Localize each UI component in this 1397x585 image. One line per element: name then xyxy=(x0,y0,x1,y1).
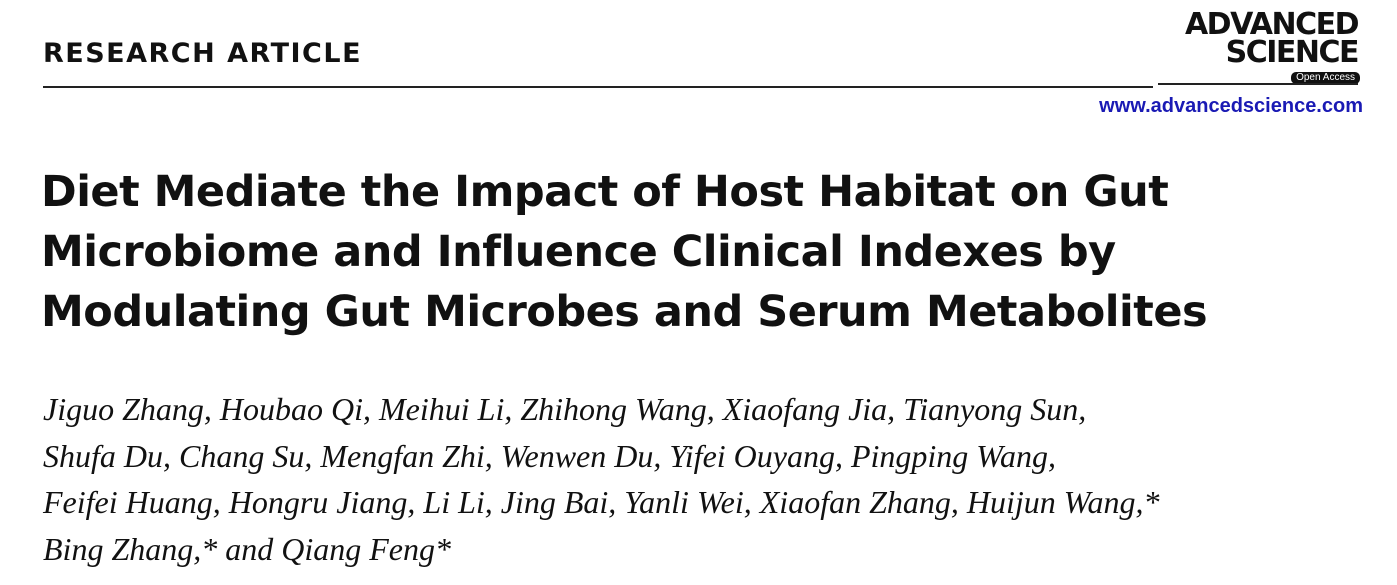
author-list: Jiguo Zhang, Houbao Qi, Meihui Li, Zhiho… xyxy=(43,386,1373,572)
author-line: Shufa Du, Chang Su, Mengfan Zhi, Wenwen … xyxy=(43,437,1057,474)
author-line: Jiguo Zhang, Houbao Qi, Meihui Li, Zhiho… xyxy=(43,391,1087,427)
header-rule xyxy=(43,86,1153,88)
author-line: Feifei Huang, Hongru Jiang, Li Li, Jing … xyxy=(43,484,1160,520)
logo-rule xyxy=(1158,83,1358,85)
article-title: Diet Mediate the Impact of Host Habitat … xyxy=(41,167,1208,337)
journal-logo-line1: ADVANCED xyxy=(1184,7,1360,42)
author-line: Bing Zhang,* and Qiang Feng* xyxy=(43,530,451,567)
journal-url-link[interactable]: www.advancedscience.com xyxy=(1099,95,1363,117)
section-label: RESEARCH ARTICLE xyxy=(43,38,363,69)
open-access-badge: Open Access xyxy=(1291,72,1360,84)
journal-logo[interactable]: ADVANCED SCIENCE Open Access xyxy=(1158,8,1362,88)
journal-logo-line2: SCIENCE xyxy=(1225,35,1360,70)
